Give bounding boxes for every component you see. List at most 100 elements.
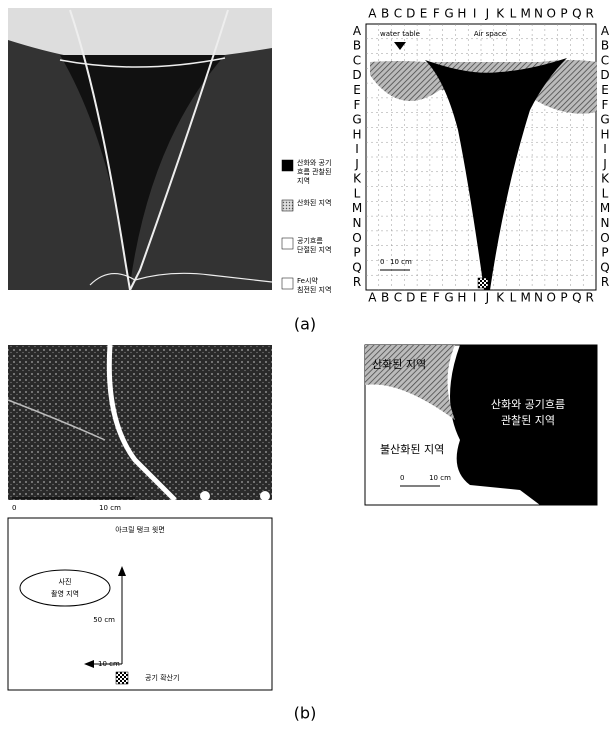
row-label: D (600, 68, 609, 82)
row-label: F (602, 98, 609, 112)
column-label: D (406, 291, 415, 305)
column-label: M (521, 7, 531, 21)
scale-zero: 0 (380, 258, 384, 266)
column-label: L (510, 7, 517, 21)
row-label: M (352, 201, 362, 215)
row-label: H (352, 127, 361, 141)
legend-label: 침전된 지역 (297, 285, 331, 294)
column-label: Q (572, 291, 581, 305)
row-label: K (601, 172, 610, 186)
row-label: Q (600, 260, 609, 274)
column-label: G (444, 7, 453, 21)
column-label: F (433, 291, 440, 305)
column-label: R (585, 291, 593, 305)
row-label: J (602, 157, 607, 171)
column-label: C (394, 7, 402, 21)
row-label: N (601, 216, 610, 230)
column-label: Q (572, 7, 581, 21)
row-label: C (601, 53, 609, 67)
legend-label: 산화된 지역 (297, 198, 331, 207)
row-label: J (354, 157, 359, 171)
row-label: A (601, 24, 610, 38)
scale-length: 10 cm (99, 504, 121, 512)
row-label: B (353, 39, 361, 53)
row-label: A (353, 24, 362, 38)
column-label: M (521, 291, 531, 305)
map-label: 불산화된 지역 (380, 443, 444, 456)
column-label: H (457, 291, 466, 305)
water-table-label: water table (380, 30, 420, 38)
column-label: E (420, 7, 428, 21)
legend-swatch (281, 159, 294, 172)
legend-label: 흐름 관찰된 (297, 167, 331, 176)
column-label: R (585, 7, 593, 21)
photo-a (8, 8, 273, 291)
row-label: K (353, 172, 362, 186)
legend-label: 산화와 공기 (297, 158, 331, 167)
legend-label: 지역 (297, 176, 310, 185)
horizontal-distance: 10 cm (98, 660, 120, 668)
column-label: L (510, 291, 517, 305)
column-label: P (560, 291, 567, 305)
row-label: C (353, 53, 361, 67)
column-label: I (473, 7, 477, 21)
row-label: D (352, 68, 361, 82)
row-label: L (602, 186, 609, 200)
column-label: I (473, 291, 477, 305)
legend-swatch (281, 277, 294, 290)
column-label: P (560, 7, 567, 21)
row-label: E (601, 83, 609, 97)
row-label: L (354, 186, 361, 200)
column-label: B (381, 7, 389, 21)
legend-swatch (281, 199, 294, 212)
column-label: N (534, 7, 543, 21)
legend-label: Fe시약 (297, 276, 318, 285)
row-label: G (352, 113, 361, 127)
row-label: O (352, 231, 361, 245)
photo-area-label: 촬영 지역 (51, 589, 79, 598)
row-label: M (600, 201, 610, 215)
column-label: O (547, 291, 556, 305)
legend-swatch (281, 237, 294, 250)
column-label: G (444, 291, 453, 305)
row-label: F (354, 98, 361, 112)
legend-label: 공기흐름 (297, 236, 323, 245)
vertical-distance: 50 cm (93, 616, 115, 624)
row-label: B (601, 39, 609, 53)
column-label: N (534, 291, 543, 305)
row-label: N (353, 216, 362, 230)
row-label: R (601, 275, 609, 289)
caption: (a) (294, 315, 316, 334)
column-label: H (457, 7, 466, 21)
oxidation-map (364, 344, 598, 506)
column-label: K (496, 291, 505, 305)
scale-length: 10 cm (390, 258, 412, 266)
map-label: 관찰된 지역 (501, 414, 555, 427)
column-label: B (381, 291, 389, 305)
scale-zero: 0 (12, 504, 16, 512)
scale-zero: 0 (400, 474, 404, 482)
photo-b (7, 344, 272, 502)
column-label: A (368, 291, 377, 305)
photo-area-label: 사진 (59, 577, 72, 586)
row-label: P (353, 246, 360, 260)
row-label: I (355, 142, 359, 156)
row-label: R (353, 275, 361, 289)
row-label: P (601, 246, 608, 260)
row-label: O (600, 231, 609, 245)
column-label: O (547, 7, 556, 21)
grid-map (365, 23, 597, 291)
map-label: 산화와 공기흐름 (491, 398, 565, 411)
tank-diagram (7, 517, 273, 691)
row-label: H (600, 127, 609, 141)
row-label: E (353, 83, 361, 97)
row-label: I (603, 142, 607, 156)
legend-label: 단절된 지역 (297, 245, 331, 254)
column-label: J (485, 7, 490, 21)
scale-length: 10 cm (429, 474, 451, 482)
caption: (b) (294, 704, 317, 723)
column-label: E (420, 291, 428, 305)
row-label: G (600, 113, 609, 127)
column-label: J (485, 291, 490, 305)
